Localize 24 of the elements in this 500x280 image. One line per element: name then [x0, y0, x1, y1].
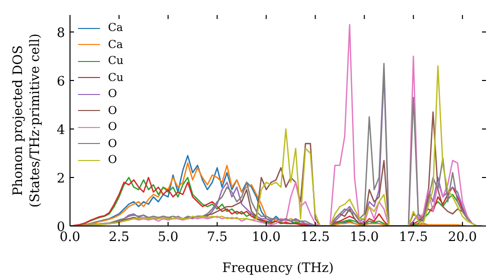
- legend-label: O: [108, 136, 118, 152]
- legend-label: Cu: [108, 53, 124, 69]
- x-tick-label: 15.0: [350, 230, 379, 245]
- x-tick-label: 2.5: [108, 230, 130, 245]
- legend-label: O: [108, 152, 118, 168]
- legend-label: Cu: [108, 70, 124, 86]
- x-tick-label: 12.5: [300, 230, 330, 245]
- y-tick-label: 8: [56, 26, 65, 41]
- x-tick-label: 0.0: [60, 230, 80, 245]
- x-tick-label: 17.5: [398, 230, 428, 245]
- legend-label: Ca: [108, 20, 123, 36]
- legend-label: O: [108, 102, 118, 118]
- y-tick-label: 4: [56, 122, 65, 138]
- x-axis-title: Frequency (THz): [222, 261, 334, 276]
- y-tick-label: 6: [56, 74, 65, 90]
- x-tick-label: 7.5: [206, 230, 228, 245]
- x-tick-label: 20.0: [448, 230, 477, 245]
- y-axis-title: Phonon projected DOS (States/THz·primitive cell): [11, 33, 43, 208]
- x-tick-label: 10.0: [252, 230, 281, 245]
- y-tick-label: 2: [56, 171, 65, 186]
- legend-label: O: [108, 86, 118, 102]
- x-tick-label: 5.0: [158, 230, 178, 245]
- legend-label: O: [108, 119, 118, 135]
- legend-label: Ca: [108, 36, 123, 52]
